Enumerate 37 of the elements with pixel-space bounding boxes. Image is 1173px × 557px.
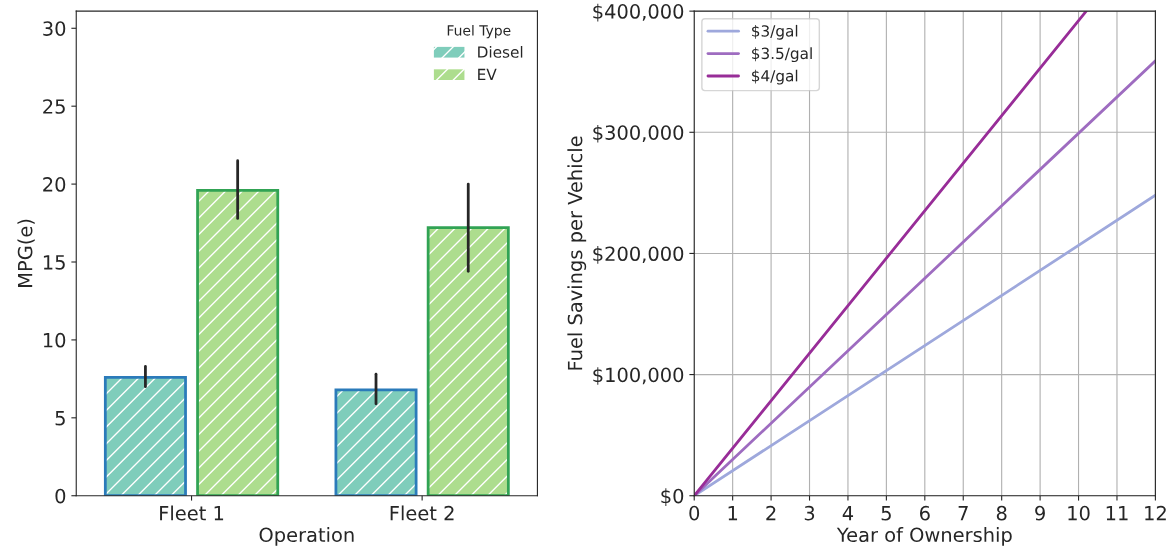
y-tick-label: 5 (55, 411, 65, 426)
legend-title: Fuel Type (447, 24, 511, 39)
x-tick-label: 4 (842, 506, 854, 521)
x-tick-label: 0 (689, 505, 700, 521)
y-tick-label: $300,000 (593, 124, 684, 143)
y-tick-label: 25 (43, 99, 65, 114)
x-axis-title: Operation (259, 527, 354, 546)
x-tick-label: 1 (728, 506, 738, 521)
y-tick-label: 30 (43, 21, 66, 36)
y-tick-label: $200,000 (593, 246, 684, 264)
legend-label: EV (478, 68, 497, 80)
x-tick-label: 5 (881, 506, 891, 521)
y-tick-label: 15 (43, 255, 65, 270)
y-tick-label: 10 (43, 332, 66, 348)
x-tick-label: 6 (919, 505, 930, 521)
y-tick-label: 0 (55, 488, 66, 504)
x-tick-label: Fleet 1 (160, 505, 224, 521)
x-tick-label: 9 (1035, 505, 1045, 521)
x-tick-label: 10 (1068, 505, 1090, 521)
y-tick-label: $100,000 (593, 367, 684, 385)
legend-label: Diesel (478, 45, 523, 58)
x-tick-label: 12 (1145, 505, 1166, 521)
x-tick-label: 3 (804, 505, 815, 521)
y-axis-title: MPG(e) (17, 219, 35, 287)
x-tick-label: 2 (766, 505, 776, 521)
x-tick-label: 8 (996, 505, 1007, 521)
legend-label: $3.5/gal (752, 47, 812, 63)
y-tick-label: $0 (661, 488, 684, 506)
x-axis-title: Year of Ownership (836, 527, 1012, 546)
legend-label: $3/gal (752, 24, 798, 40)
legend-label: $4/gal (752, 69, 798, 85)
y-tick-label: 20 (43, 177, 66, 192)
x-tick-label: 7 (958, 506, 968, 521)
y-axis-title: Fuel Savings per Vehicle (567, 136, 587, 370)
y-tick-label: $400,000 (593, 3, 684, 22)
x-tick-label: 11 (1106, 506, 1128, 521)
x-tick-label: Fleet 2 (390, 505, 454, 521)
